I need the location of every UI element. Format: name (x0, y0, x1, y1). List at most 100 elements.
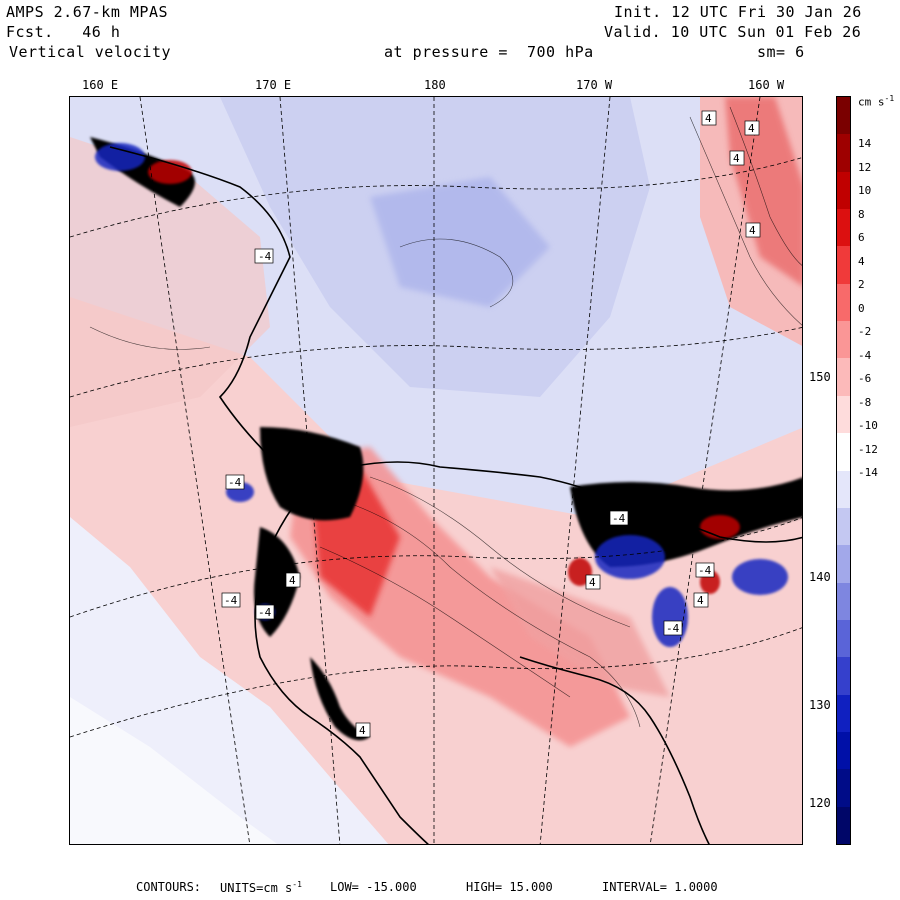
colorbar-segment (837, 694, 850, 733)
positive-region-west (70, 137, 270, 427)
coastline (109, 146, 802, 844)
colorbar-tick-label: -14 (858, 466, 878, 479)
forecast-label-text: Fcst. (6, 23, 54, 41)
annotation-box: -4 (221, 592, 241, 608)
colorbar-segment (837, 507, 850, 546)
colorbar-segment (837, 358, 850, 397)
lon-label-160e: 160 E (82, 78, 119, 92)
pressure-label: at pressure = (384, 43, 508, 61)
annotation-box: -4 (225, 474, 245, 490)
footer-units: UNITS=cm s-1 (220, 880, 302, 895)
annotation-box: 4 (285, 572, 301, 588)
map-panel: -4 4 4 4 4 4 4 -4 4 4 -4 -4 -4 -4 -4 (69, 96, 803, 845)
annotation-text: -4 (612, 512, 626, 525)
annotation-box: 4 (729, 150, 745, 166)
colorbar-units-exp: -1 (884, 94, 895, 103)
colorbar-tick-label: -12 (858, 442, 878, 456)
colorbar-tick-label: 14 (858, 137, 872, 150)
pressure-value: 700 hPa (526, 43, 594, 61)
colorbar-tick-label: 12 (858, 160, 872, 174)
annotation-text: -4 (258, 250, 272, 263)
colorbar-segment (837, 283, 850, 322)
colorbar-segment (837, 619, 850, 658)
colorbar-tick-label: 0 (858, 301, 865, 315)
colorbar (836, 96, 851, 845)
valid-time: Valid. 10 UTC Sun 01 Feb 26 (604, 23, 862, 41)
annotation-box: 4 (585, 574, 601, 590)
continent-white (70, 697, 278, 844)
field-title: Vertical velocity (9, 43, 172, 61)
footer-units-exp: -1 (292, 880, 302, 889)
annotation-box: -4 (663, 620, 683, 636)
colorbar-segment (837, 97, 850, 135)
colorbar-units-text: cm s (858, 95, 885, 109)
footer-low: LOW= -15.000 (330, 880, 417, 894)
colorbar-tick-label: -6 (858, 372, 872, 385)
annotation-text: -4 (698, 564, 712, 577)
colorbar-tick-label: 2 (858, 278, 865, 291)
annotation-box: -4 (254, 248, 274, 264)
footer-high: HIGH= 15.000 (466, 880, 553, 894)
annotation-box: -4 (255, 604, 275, 620)
annotation-text: 4 (733, 152, 740, 165)
contour-value-labels: -4 4 4 4 4 4 4 -4 4 4 -4 -4 -4 -4 -4 (221, 110, 761, 738)
graticule (70, 97, 802, 844)
colorbar-tick-label: -2 (858, 325, 872, 338)
colorbar-segment (837, 769, 850, 808)
annotation-text: 4 (289, 574, 296, 587)
colorbar-tick-label: -10 (858, 419, 878, 432)
pressure-level: at pressure = 700 hPa (384, 44, 594, 60)
negative-core-north (370, 177, 550, 307)
red-plume-east (490, 567, 670, 697)
colorbar-segment (837, 731, 850, 770)
smoothing: sm= 6 (757, 43, 805, 61)
colorbar-segment (837, 545, 850, 584)
colorbar-segment (837, 209, 850, 247)
annotation-text: -4 (224, 594, 238, 607)
forecast-hours: 46 h (82, 23, 121, 41)
annotation-box: 4 (693, 592, 709, 608)
lon-label-180: 180 (424, 78, 446, 92)
lon-label-170w: 170 W (576, 78, 613, 92)
annotation-text: -4 (666, 622, 680, 635)
colorbar-segment (837, 582, 850, 621)
annotation-box: 4 (744, 120, 760, 136)
annotation-text: 4 (359, 724, 366, 737)
footer-units-text: UNITS=cm s (220, 881, 293, 895)
contour-lines (89, 106, 802, 728)
colorbar-tick-label: 6 (858, 231, 865, 244)
colorbar-segment (837, 395, 850, 434)
colorbar-segment (837, 134, 850, 173)
colorbar-segment (837, 171, 850, 210)
annotation-text: -4 (228, 476, 242, 489)
annotation-box: 4 (355, 722, 371, 738)
colorbar-segment (837, 657, 850, 696)
colorbar-tick-label: 8 (858, 207, 865, 221)
footer-interval: INTERVAL= 1.0000 (602, 880, 718, 894)
annotation-text: 4 (705, 112, 712, 125)
colorbar-tick-label: 4 (858, 254, 865, 268)
annotation-text: 4 (697, 594, 704, 607)
annotation-text: -4 (258, 606, 272, 619)
footer-contours: CONTOURS: (136, 880, 202, 894)
annotation-text: 4 (749, 224, 756, 237)
annotation-box: 4 (701, 110, 717, 126)
annotation-text: 4 (589, 576, 596, 589)
lon-label-170e: 170 E (255, 78, 292, 92)
annotation-box: -4 (609, 510, 629, 526)
colorbar-segment (837, 433, 850, 471)
init-time: Init. 12 UTC Fri 30 Jan 26 (614, 3, 862, 21)
lon-label-160w: 160 W (748, 78, 785, 92)
colorbar-units: cm s-1 (858, 94, 894, 109)
annotation-box: 4 (745, 222, 761, 238)
colorbar-segment (837, 470, 850, 509)
colorbar-tick-label: -4 (858, 348, 872, 362)
vertical-velocity-map: -4 4 4 4 4 4 4 -4 4 4 -4 -4 -4 -4 -4 (70, 97, 802, 844)
colorbar-segment (837, 246, 850, 285)
annotation-text: 4 (748, 122, 755, 135)
colorbar-tick-label: 10 (858, 184, 872, 197)
model-title: AMPS 2.67-km MPAS (6, 3, 169, 21)
colorbar-segment (837, 321, 850, 359)
negative-cores (95, 143, 788, 647)
forecast-label: Fcst. 46 h (6, 24, 120, 40)
